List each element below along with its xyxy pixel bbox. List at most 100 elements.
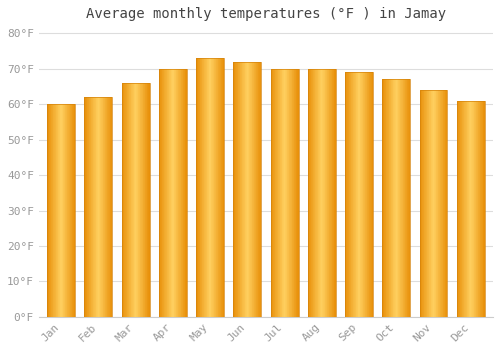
Bar bbox=[97, 97, 98, 317]
Bar bbox=[96, 97, 97, 317]
Bar bbox=[108, 97, 109, 317]
Bar bbox=[70, 104, 71, 317]
Bar bbox=[208, 58, 210, 317]
Bar bbox=[363, 72, 364, 317]
Bar bbox=[383, 79, 384, 317]
Bar bbox=[61, 104, 62, 317]
Bar bbox=[423, 90, 424, 317]
Bar bbox=[109, 97, 110, 317]
Bar bbox=[295, 69, 296, 317]
Bar bbox=[278, 69, 279, 317]
Bar bbox=[242, 62, 243, 317]
Bar bbox=[122, 83, 123, 317]
Bar bbox=[352, 72, 354, 317]
Bar bbox=[320, 69, 321, 317]
Bar bbox=[436, 90, 437, 317]
Bar bbox=[360, 72, 361, 317]
Bar bbox=[71, 104, 72, 317]
Bar bbox=[58, 104, 59, 317]
Bar bbox=[435, 90, 436, 317]
Bar bbox=[164, 69, 165, 317]
Bar bbox=[196, 58, 197, 317]
Bar bbox=[144, 83, 146, 317]
Bar bbox=[317, 69, 318, 317]
Bar bbox=[442, 90, 444, 317]
Bar bbox=[101, 97, 102, 317]
Bar bbox=[370, 72, 371, 317]
Bar bbox=[174, 69, 175, 317]
Bar bbox=[104, 97, 106, 317]
Bar bbox=[270, 69, 272, 317]
Bar bbox=[424, 90, 425, 317]
Bar bbox=[159, 69, 160, 317]
Bar bbox=[203, 58, 204, 317]
Bar bbox=[399, 79, 400, 317]
Bar bbox=[138, 83, 139, 317]
Bar bbox=[133, 83, 134, 317]
Bar bbox=[421, 90, 422, 317]
Bar bbox=[244, 62, 245, 317]
Bar bbox=[175, 69, 176, 317]
Bar bbox=[274, 69, 275, 317]
Bar bbox=[234, 62, 262, 317]
Bar bbox=[248, 62, 250, 317]
Bar bbox=[74, 104, 75, 317]
Bar bbox=[441, 90, 442, 317]
Bar bbox=[479, 101, 480, 317]
Bar bbox=[324, 69, 326, 317]
Bar bbox=[63, 104, 64, 317]
Bar bbox=[159, 69, 187, 317]
Bar bbox=[198, 58, 199, 317]
Bar bbox=[332, 69, 333, 317]
Bar bbox=[125, 83, 126, 317]
Bar bbox=[460, 101, 461, 317]
Bar bbox=[366, 72, 368, 317]
Bar bbox=[137, 83, 138, 317]
Bar bbox=[387, 79, 388, 317]
Bar bbox=[318, 69, 319, 317]
Bar bbox=[132, 83, 133, 317]
Bar bbox=[123, 83, 124, 317]
Bar bbox=[473, 101, 474, 317]
Bar bbox=[422, 90, 423, 317]
Bar bbox=[92, 97, 93, 317]
Bar bbox=[437, 90, 438, 317]
Bar bbox=[270, 69, 298, 317]
Bar bbox=[372, 72, 373, 317]
Bar bbox=[315, 69, 316, 317]
Title: Average monthly temperatures (°F ) in Jamay: Average monthly temperatures (°F ) in Ja… bbox=[86, 7, 446, 21]
Bar bbox=[277, 69, 278, 317]
Bar bbox=[161, 69, 162, 317]
Bar bbox=[234, 62, 236, 317]
Bar bbox=[284, 69, 285, 317]
Bar bbox=[218, 58, 219, 317]
Bar bbox=[88, 97, 90, 317]
Bar bbox=[140, 83, 141, 317]
Bar bbox=[146, 83, 147, 317]
Bar bbox=[238, 62, 239, 317]
Bar bbox=[350, 72, 352, 317]
Bar bbox=[102, 97, 104, 317]
Bar bbox=[257, 62, 258, 317]
Bar bbox=[481, 101, 482, 317]
Bar bbox=[288, 69, 290, 317]
Bar bbox=[56, 104, 57, 317]
Bar bbox=[210, 58, 211, 317]
Bar bbox=[93, 97, 94, 317]
Bar bbox=[281, 69, 282, 317]
Bar bbox=[384, 79, 385, 317]
Bar bbox=[275, 69, 276, 317]
Bar bbox=[160, 69, 161, 317]
Bar bbox=[285, 69, 286, 317]
Bar bbox=[290, 69, 291, 317]
Bar bbox=[457, 101, 458, 317]
Bar bbox=[420, 90, 448, 317]
Bar bbox=[87, 97, 88, 317]
Bar bbox=[57, 104, 58, 317]
Bar bbox=[122, 83, 150, 317]
Bar bbox=[240, 62, 241, 317]
Bar bbox=[172, 69, 173, 317]
Bar bbox=[308, 69, 309, 317]
Bar bbox=[86, 97, 87, 317]
Bar bbox=[149, 83, 150, 317]
